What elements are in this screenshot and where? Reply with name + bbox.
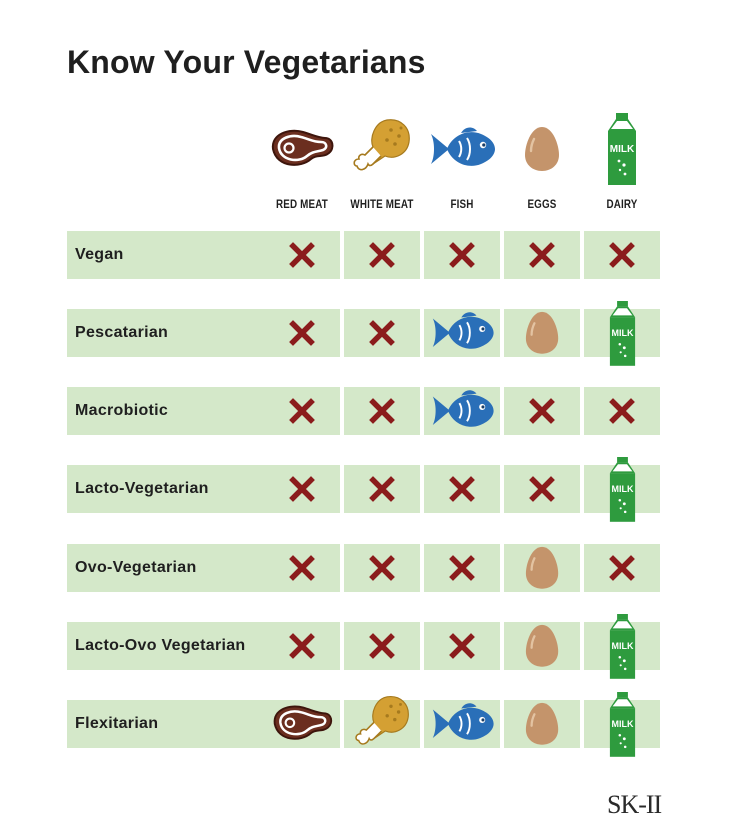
- page-title: Know Your Vegetarians: [67, 44, 426, 80]
- cross-icon: [504, 231, 580, 279]
- fish-icon: [422, 110, 502, 188]
- cross-icon: [344, 544, 420, 592]
- svg-text:MILK: MILK: [611, 484, 633, 494]
- cross-icon: [504, 387, 580, 435]
- diet-row: Flexitarian: [67, 691, 660, 757]
- column-label: WHITE MEAT: [350, 197, 414, 211]
- column-header-eggs: EGGS: [502, 110, 582, 220]
- cross-icon: [264, 387, 340, 435]
- cross-icon: [584, 231, 660, 279]
- cross-icon: [344, 622, 420, 670]
- diet-name: Flexitarian: [67, 700, 264, 748]
- diet-row: Lacto-Vegetarian MILK: [67, 456, 660, 522]
- diet-name: Ovo-Vegetarian: [67, 544, 264, 592]
- column-label: RED MEAT: [276, 197, 328, 211]
- svg-text:MILK: MILK: [611, 719, 633, 729]
- svg-text:MILK: MILK: [611, 641, 633, 651]
- diet-row: Ovo-Vegetarian: [67, 544, 660, 592]
- cross-icon: [264, 622, 340, 670]
- cross-icon: [264, 465, 340, 513]
- svg-text:MILK: MILK: [610, 144, 635, 155]
- diet-name: Lacto-Vegetarian: [67, 465, 264, 513]
- fish-icon: [424, 387, 500, 435]
- column-label: EGGS: [527, 197, 557, 211]
- cross-icon: [424, 231, 500, 279]
- cross-icon: [344, 231, 420, 279]
- column-label: DAIRY: [606, 197, 638, 211]
- column-header-fish: FISH: [422, 110, 502, 220]
- cross-icon: [264, 309, 340, 357]
- cross-icon: [344, 465, 420, 513]
- diet-name: Pescatarian: [67, 309, 264, 357]
- chicken-drumstick-icon: [342, 110, 422, 188]
- milk-carton-icon: MILK: [584, 300, 660, 366]
- cross-icon: [424, 465, 500, 513]
- cross-icon: [584, 387, 660, 435]
- column-header-dairy: MILK DAIRY: [582, 110, 662, 220]
- diet-name: Lacto-Ovo Vegetarian: [67, 622, 264, 670]
- egg-icon: [502, 110, 582, 188]
- milk-carton-icon: MILK: [582, 110, 662, 188]
- diet-name: Macrobiotic: [67, 387, 264, 435]
- egg-icon: [504, 700, 580, 748]
- svg-text:MILK: MILK: [611, 328, 633, 338]
- column-label: FISH: [450, 197, 474, 211]
- egg-icon: [504, 544, 580, 592]
- egg-icon: [504, 309, 580, 357]
- egg-icon: [504, 622, 580, 670]
- chicken-drumstick-icon: [344, 695, 420, 748]
- cross-icon: [264, 231, 340, 279]
- milk-carton-icon: MILK: [584, 691, 660, 757]
- diet-row: Vegan: [67, 231, 660, 279]
- fish-icon: [424, 309, 500, 357]
- cross-icon: [424, 544, 500, 592]
- fish-icon: [424, 700, 500, 748]
- diet-row: Pescatarian MILK: [67, 300, 660, 366]
- steak-icon: [264, 700, 340, 748]
- cross-icon: [424, 622, 500, 670]
- column-header-white-meat: WHITE MEAT: [342, 110, 422, 220]
- diet-row: Lacto-Ovo Vegetarian MILK: [67, 613, 660, 679]
- column-header-red-meat: RED MEAT: [262, 110, 342, 220]
- milk-carton-icon: MILK: [584, 456, 660, 522]
- milk-carton-icon: MILK: [584, 613, 660, 679]
- steak-icon: [262, 110, 342, 188]
- diet-name: Vegan: [67, 231, 264, 279]
- cross-icon: [344, 309, 420, 357]
- cross-icon: [344, 387, 420, 435]
- cross-icon: [504, 465, 580, 513]
- diet-row: Macrobiotic: [67, 387, 660, 435]
- brand-logo: SK-II: [607, 790, 662, 819]
- food-column-headers: RED MEAT WHITE MEAT FISH EGGS: [0, 110, 735, 220]
- cross-icon: [584, 544, 660, 592]
- cross-icon: [264, 544, 340, 592]
